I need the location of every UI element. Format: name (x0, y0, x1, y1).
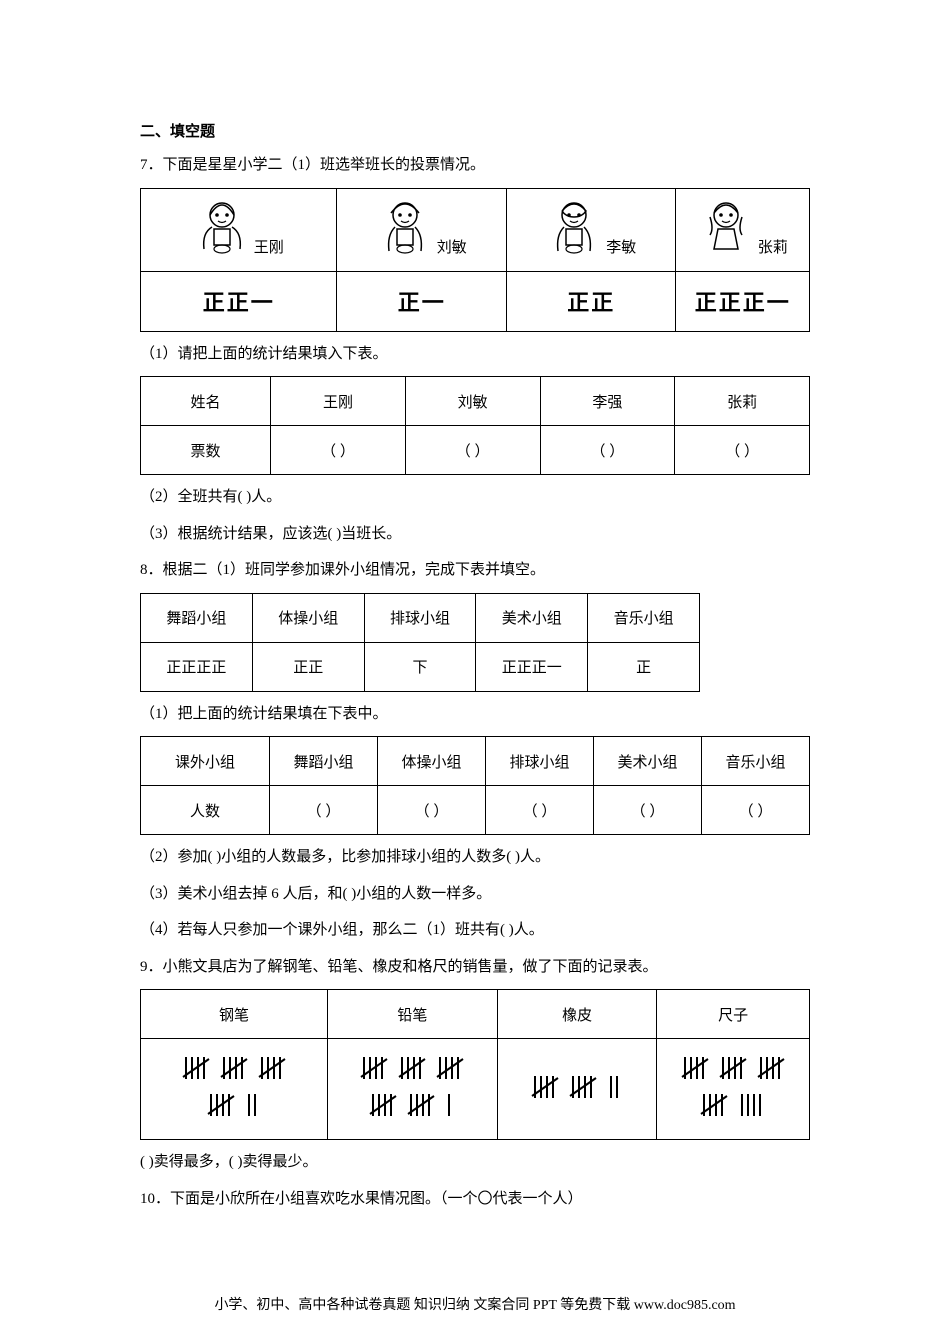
col-name: 李强 (540, 377, 675, 426)
person-icon (546, 197, 602, 257)
tally-cell (657, 1039, 810, 1140)
tally-group-icon (398, 1055, 426, 1086)
blank-cell: （ ） (378, 786, 486, 835)
col-name: 音乐小组 (702, 737, 810, 786)
candidate-cell: 刘敏 (377, 197, 467, 257)
blank-cell: （ ） (271, 426, 406, 475)
blank-cell: （ ） (540, 426, 675, 475)
tally-text: 正正正一 (476, 642, 588, 691)
tally-text: 正正一 (203, 290, 275, 315)
item-name: 铅笔 (328, 990, 498, 1039)
th-votes: 票数 (141, 426, 271, 475)
blank-cell: （ ） (702, 786, 810, 835)
tally-group-icon (360, 1055, 388, 1086)
q7-sub1: （1）请把上面的统计结果填入下表。 (140, 340, 810, 369)
group-name: 舞蹈小组 (141, 593, 253, 642)
q8-tally-table: 舞蹈小组 体操小组 排球小组 美术小组 音乐小组 正正正正 正正 下 正正正一 … (140, 593, 700, 692)
tally-group-icon (738, 1092, 766, 1123)
group-name: 音乐小组 (588, 593, 700, 642)
tally-group-icon (445, 1092, 455, 1123)
person-icon (698, 197, 754, 257)
tally-group-icon (182, 1055, 210, 1086)
tally-group-icon (607, 1074, 623, 1105)
item-name: 橡皮 (497, 990, 657, 1039)
q8-sub1: （1）把上面的统计结果填在下表中。 (140, 700, 810, 729)
tally-cell (328, 1039, 498, 1140)
col-name: 刘敏 (405, 377, 540, 426)
tally-text: 正正 (567, 290, 615, 315)
candidate-name: 王刚 (254, 236, 284, 257)
th-count: 人数 (141, 786, 270, 835)
q8-stem: 8．根据二（1）班同学参加课外小组情况，完成下表并填空。 (140, 556, 810, 585)
col-name: 美术小组 (594, 737, 702, 786)
group-name: 美术小组 (476, 593, 588, 642)
tally-cell (141, 1039, 328, 1140)
q8-sub4: （4）若每人只参加一个课外小组，那么二（1）班共有( )人。 (140, 916, 810, 945)
tally-group-icon (407, 1092, 435, 1123)
col-name: 舞蹈小组 (270, 737, 378, 786)
tally-group-icon (220, 1055, 248, 1086)
q7-result-table: 姓名 王刚 刘敏 李强 张莉 票数 （ ） （ ） （ ） （ ） (140, 376, 810, 475)
item-name: 尺子 (657, 990, 810, 1039)
candidate-cell: 王刚 (194, 197, 284, 257)
blank-cell: （ ） (270, 786, 378, 835)
tally-cell (497, 1039, 657, 1140)
tally-group-icon (569, 1074, 597, 1105)
tally-text: 正正 (252, 642, 364, 691)
page-footer: 小学、初中、高中各种试卷真题 知识归纳 文案合同 PPT 等免费下载 www.d… (0, 1294, 950, 1314)
tally-group-icon (369, 1092, 397, 1123)
tally-text: 正一 (398, 290, 446, 315)
col-name: 王刚 (271, 377, 406, 426)
q9-stem: 9．小熊文具店为了解钢笔、铅笔、橡皮和格尺的销售量，做了下面的记录表。 (140, 953, 810, 982)
tally-text: 正 (588, 642, 700, 691)
person-icon (194, 197, 250, 257)
tally-group-icon (258, 1055, 286, 1086)
q7-sub3: （3）根据统计结果，应该选( )当班长。 (140, 520, 810, 549)
q8-sub2: （2）参加( )小组的人数最多，比参加排球小组的人数多( )人。 (140, 843, 810, 872)
person-icon (377, 197, 433, 257)
q7-candidates-table: 王刚 刘敏 (140, 188, 810, 332)
group-name: 排球小组 (364, 593, 476, 642)
blank-cell: （ ） (675, 426, 810, 475)
page: 二、填空题 7．下面是星星小学二（1）班选举班长的投票情况。 王刚 (0, 0, 950, 1344)
q8-result-table: 课外小组 舞蹈小组 体操小组 排球小组 美术小组 音乐小组 人数 （ ） （ ）… (140, 736, 810, 835)
tally-group-icon (700, 1092, 728, 1123)
tally-text: 正正正正 (141, 642, 253, 691)
candidate-name: 刘敏 (437, 236, 467, 257)
section-title: 二、填空题 (140, 120, 810, 141)
col-name: 体操小组 (378, 737, 486, 786)
q9-tally-table: 钢笔 铅笔 橡皮 尺子 (140, 989, 810, 1140)
tally-group-icon (531, 1074, 559, 1105)
tally-group-icon (207, 1092, 235, 1123)
tally-text: 正正正一 (695, 290, 791, 315)
candidate-cell: 张莉 (698, 197, 788, 257)
th-name: 姓名 (141, 377, 271, 426)
q10-stem: 10．下面是小欣所在小组喜欢吃水果情况图。（一个〇代表一个人） (140, 1185, 810, 1214)
blank-cell: （ ） (486, 786, 594, 835)
blank-cell: （ ） (405, 426, 540, 475)
tally-group-icon (681, 1055, 709, 1086)
col-name: 排球小组 (486, 737, 594, 786)
item-name: 钢笔 (141, 990, 328, 1039)
tally-group-icon (436, 1055, 464, 1086)
candidate-cell: 李敏 (546, 197, 636, 257)
candidate-name: 李敏 (606, 236, 636, 257)
candidate-name: 张莉 (758, 236, 788, 257)
th-group: 课外小组 (141, 737, 270, 786)
blank-cell: （ ） (594, 786, 702, 835)
col-name: 张莉 (675, 377, 810, 426)
tally-group-icon (757, 1055, 785, 1086)
group-name: 体操小组 (252, 593, 364, 642)
tally-text: 下 (364, 642, 476, 691)
q7-stem: 7．下面是星星小学二（1）班选举班长的投票情况。 (140, 151, 810, 180)
q7-sub2: （2）全班共有( )人。 (140, 483, 810, 512)
q9-after: ( )卖得最多，( )卖得最少。 (140, 1148, 810, 1177)
q8-sub3: （3）美术小组去掉 6 人后，和( )小组的人数一样多。 (140, 880, 810, 909)
tally-group-icon (719, 1055, 747, 1086)
tally-group-icon (245, 1092, 261, 1123)
